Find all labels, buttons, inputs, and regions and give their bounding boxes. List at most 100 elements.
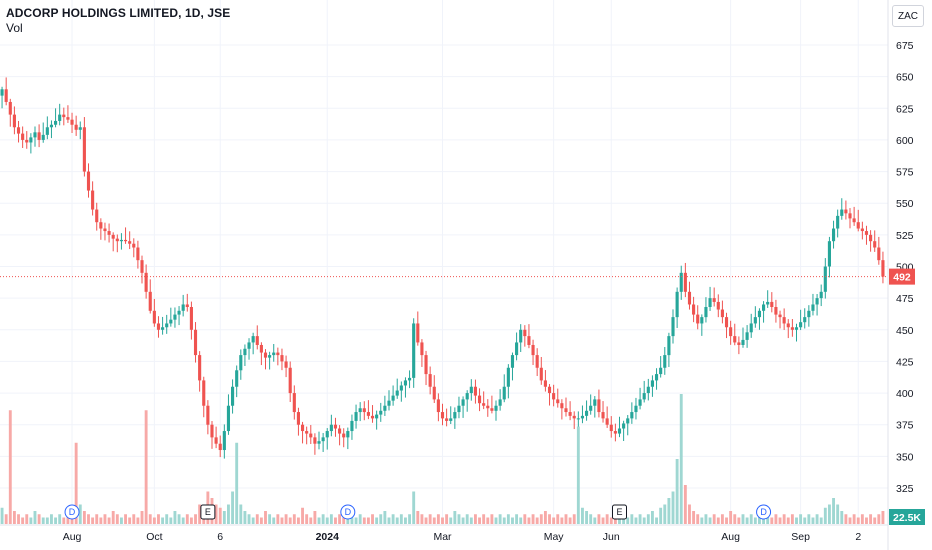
volume-bar <box>877 514 881 524</box>
candle-body <box>383 405 387 411</box>
candle-body <box>0 89 4 96</box>
currency-button[interactable]: ZAC <box>892 5 924 27</box>
volume-bar <box>716 517 720 524</box>
candle-body <box>482 403 486 406</box>
earnings-marker[interactable] <box>200 504 216 520</box>
volume-label[interactable]: Vol <box>6 21 23 35</box>
volume-bar <box>50 514 53 524</box>
candle-body <box>881 260 885 277</box>
volume-bar <box>424 517 428 524</box>
earnings-marker[interactable] <box>612 504 627 520</box>
dividend-marker-label: D <box>345 507 352 517</box>
candle-body <box>280 355 284 362</box>
candle-body <box>329 424 333 432</box>
candle-body <box>597 399 601 413</box>
candle-body <box>408 377 412 381</box>
volume-bar <box>329 514 333 524</box>
volume-bar <box>276 514 280 524</box>
candle-body <box>198 355 202 381</box>
candle-body <box>111 234 115 239</box>
candle-body <box>502 386 506 400</box>
candle-body <box>165 323 169 328</box>
volume-bar <box>91 517 95 524</box>
candle-body <box>395 390 399 396</box>
candle-body <box>556 399 560 404</box>
symbol-title[interactable]: ADCORP HOLDINGS LIMITED, 1D, JSE <box>6 6 231 20</box>
volume-bar <box>309 517 313 524</box>
volume-bar <box>556 514 560 524</box>
time-tick-label: Sep <box>791 531 810 543</box>
volume-bar <box>572 514 576 524</box>
candle-body <box>70 119 74 125</box>
volume-bar <box>741 514 745 524</box>
volume-bar <box>107 517 111 524</box>
candle-body <box>519 329 523 343</box>
volume-bar <box>671 491 675 524</box>
candle-body <box>671 317 675 337</box>
candle-body <box>840 209 844 216</box>
candle-body <box>226 405 231 432</box>
candle-body <box>547 386 552 394</box>
candle-body <box>189 307 193 330</box>
candle-body <box>8 101 12 115</box>
candle-body <box>638 399 642 406</box>
volume-bar <box>515 514 519 524</box>
candle-body <box>864 231 869 235</box>
candle-body <box>552 393 556 400</box>
dividend-marker[interactable] <box>340 504 356 520</box>
volume-bar <box>264 511 267 524</box>
candle-body <box>25 139 29 143</box>
candle-body <box>675 291 679 318</box>
volume-bar <box>70 517 74 524</box>
volume-bar <box>428 514 432 524</box>
volume-bar <box>827 504 831 524</box>
volume-bar <box>379 514 383 524</box>
volume-bar <box>111 511 115 524</box>
candle-body <box>78 127 82 130</box>
volume-bar <box>597 514 601 524</box>
time-axis[interactable]: Aug Oct 6 2024 Mar May Jun Aug Sep 2 <box>63 531 862 543</box>
candle-body <box>848 213 852 219</box>
volume-bar <box>790 514 794 524</box>
volume-bar <box>696 514 700 524</box>
candle-body <box>366 412 370 416</box>
candle-body <box>321 437 325 442</box>
candle-body <box>490 408 494 411</box>
price-axis[interactable]: 6756506256005755505255004754504254003753… <box>896 40 914 495</box>
volume-bar <box>581 507 584 524</box>
volume-bar <box>288 517 292 524</box>
volume-bar <box>543 511 547 524</box>
volume-bar <box>124 514 127 524</box>
candle-body <box>531 344 535 356</box>
candle-body <box>132 243 136 248</box>
candle-body <box>193 329 198 356</box>
dividend-marker[interactable] <box>756 504 772 520</box>
volume-bar <box>239 504 243 524</box>
candle-body <box>613 431 617 434</box>
dividend-marker[interactable] <box>64 504 80 520</box>
volume-bar <box>860 514 864 524</box>
volume-bar <box>667 498 671 524</box>
volume-bar <box>99 517 103 524</box>
candle-body <box>41 134 45 140</box>
candle-body <box>115 238 119 242</box>
candle-body <box>708 298 712 308</box>
volume-bar <box>128 517 132 524</box>
volume-bar <box>165 514 169 524</box>
candle-body <box>222 431 226 451</box>
candle-body <box>123 239 128 242</box>
volume-bar <box>708 517 712 524</box>
volume-bar <box>576 426 580 524</box>
volume-bar <box>869 514 873 524</box>
candle-body <box>391 395 395 401</box>
volume-bar <box>74 442 78 524</box>
candle-body <box>161 327 165 330</box>
volume-bar <box>247 514 251 524</box>
candle-body <box>206 405 210 425</box>
volume-bar <box>663 504 667 524</box>
candle-body <box>679 272 683 292</box>
volume-bar <box>745 517 749 524</box>
candle-body <box>66 117 70 120</box>
volume-bar <box>655 517 658 524</box>
